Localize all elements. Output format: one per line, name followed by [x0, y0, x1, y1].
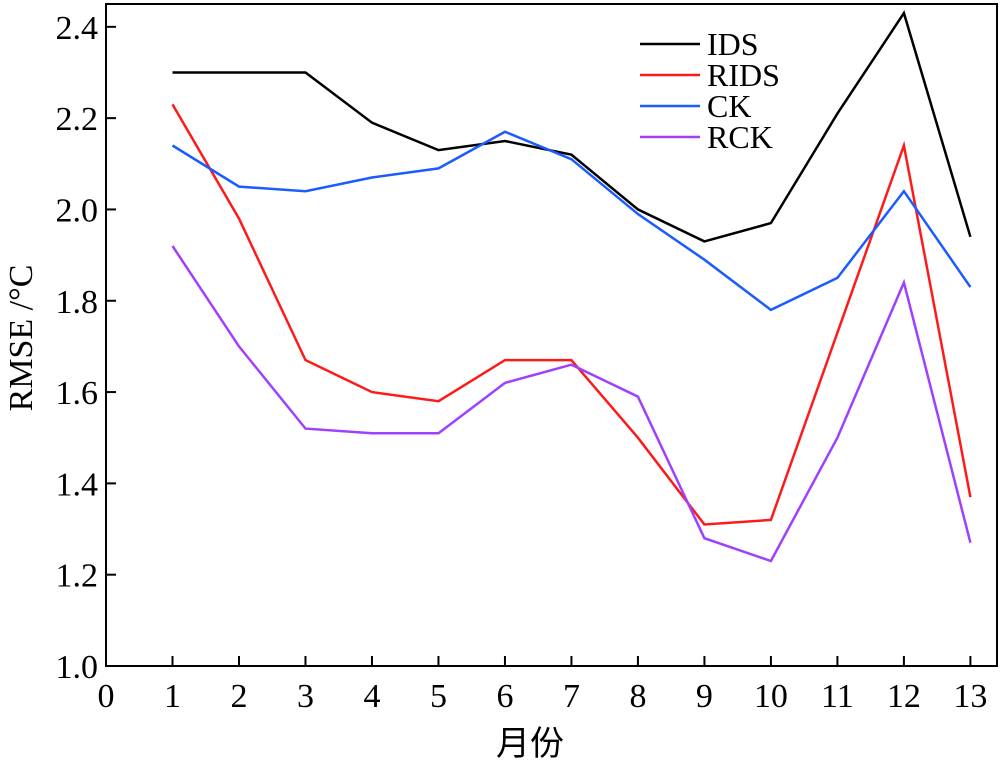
x-tick-label: 6	[496, 678, 513, 715]
x-tick-label: 5	[430, 678, 447, 715]
series-line-ids	[172, 10, 972, 243]
legend-label-ids: IDS	[707, 26, 759, 62]
plot-frame	[105, 3, 998, 667]
y-tick-label: 1.6	[56, 375, 99, 412]
y-tick-label: 2.0	[56, 192, 99, 229]
y-axis: 1.0 1.2 1.4 1.6 1.8 2.0 2.2 2.4	[56, 10, 116, 686]
x-axis: 0 1 2 3 4 5 6 7 8 9 10 11 12 13	[98, 656, 987, 715]
y-tick-label: 1.2	[56, 558, 99, 595]
x-tick-label: 11	[821, 678, 854, 715]
x-tick-label: 7	[563, 678, 580, 715]
series-line-rck	[171, 245, 972, 563]
y-tick-label: 1.8	[56, 284, 99, 321]
x-tick-label: 12	[887, 678, 921, 715]
x-tick-label: 10	[754, 678, 788, 715]
y-tick-label: 2.2	[56, 101, 99, 138]
x-tick-label: 9	[696, 678, 713, 715]
plot-border	[105, 3, 998, 667]
series-lines	[171, 10, 972, 563]
x-tick-label: 13	[953, 678, 987, 715]
x-tick-label: 2	[230, 678, 247, 715]
x-tick-label: 3	[297, 678, 314, 715]
y-axis-title: RMSE /°C	[3, 265, 40, 412]
series-line-rids	[171, 103, 972, 526]
y-tick-label: 2.4	[56, 10, 99, 47]
x-tick-label: 0	[98, 678, 115, 715]
x-axis-title: 月份	[496, 724, 564, 764]
x-tick-label: 4	[363, 678, 380, 715]
y-tick-label: 1.0	[56, 649, 99, 686]
legend-label-rck: RCK	[707, 119, 773, 155]
legend-label-ck: CK	[707, 88, 751, 124]
y-tick-label: 1.4	[56, 466, 99, 503]
x-tick-label: 1	[164, 678, 181, 715]
legend-label-rids: RIDS	[707, 57, 780, 93]
series-line-ck	[171, 130, 972, 312]
x-tick-label: 8	[629, 678, 646, 715]
